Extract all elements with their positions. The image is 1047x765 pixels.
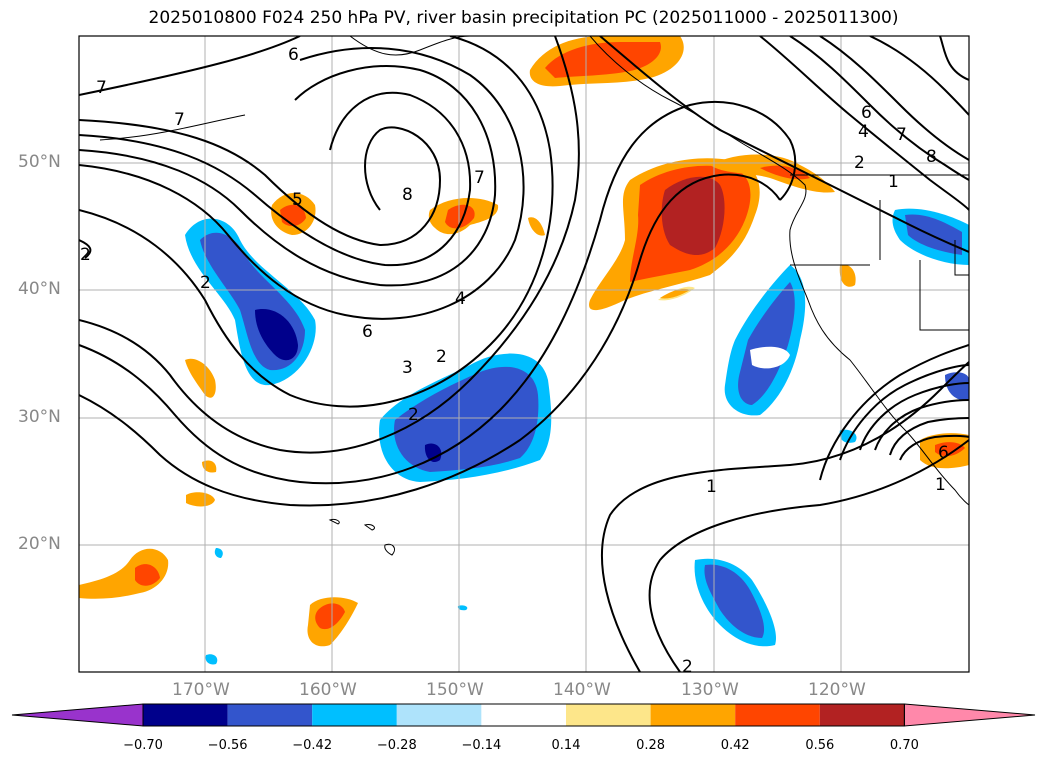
lon-label: 150°W (426, 680, 484, 700)
colorbar-tick-label: −0.42 (292, 738, 333, 753)
colorbar-segment (650, 704, 736, 726)
colorbar-segment (396, 704, 482, 726)
lat-label: 40°N (18, 279, 61, 299)
colorbar-segment (735, 704, 820, 726)
colorbar-tick-label: 0.56 (805, 738, 835, 753)
lat-label: 30°N (18, 407, 61, 427)
contour-label: 5 (292, 190, 303, 210)
contour-label: 2 (80, 245, 91, 265)
colorbar-tick-label: 0.28 (636, 738, 666, 753)
contour-label: 2 (682, 657, 693, 677)
contour-label: 2 (854, 153, 865, 173)
colorbar-tick-label: −0.70 (123, 738, 163, 753)
contour-label: 1 (888, 172, 899, 192)
contour-label: 7 (174, 110, 185, 130)
lat-label: 20°N (18, 534, 61, 554)
contour-labels: 6 7 7 8 7 6 4 2 3 2 1 1 2 5 6 8 7 6 4 2 … (80, 45, 949, 677)
colorbar-segment (819, 704, 905, 726)
colorbar-segment (481, 704, 566, 726)
colorbar-extend-high (903, 703, 1036, 727)
contour-label: 6 (938, 443, 949, 463)
colorbar-tick-label: 0.42 (720, 738, 750, 753)
lon-label: 160°W (299, 680, 357, 700)
lon-label: 140°W (553, 680, 611, 700)
contour-label: 3 (402, 358, 413, 378)
contour-label: 6 (861, 103, 872, 123)
contour-label: 7 (96, 78, 107, 98)
colorbar-extend-low (11, 703, 144, 727)
contour-label: 8 (402, 185, 413, 205)
contour-label: 2 (200, 273, 211, 293)
lon-label: 120°W (808, 680, 866, 700)
contour-label: 7 (896, 125, 907, 145)
precip-shading (79, 36, 969, 665)
colorbar-segment (227, 704, 313, 726)
colorbar-segment (312, 704, 397, 726)
gridlines (79, 36, 969, 672)
colorbar-tick-label: 0.70 (889, 738, 919, 753)
contour-label: 1 (706, 477, 717, 497)
colorbar-tick-label: −0.28 (376, 738, 417, 753)
colorbar-segment (566, 704, 651, 726)
map-title: 2025010800 F024 250 hPa PV, river basin … (148, 8, 899, 28)
colorbar-tick-label: 0.14 (551, 738, 581, 753)
contour-label: 6 (288, 45, 299, 65)
contour-label: 4 (455, 289, 466, 309)
contour-label: 2 (436, 347, 447, 367)
contour-label: 8 (926, 147, 937, 167)
contour-label: 6 (362, 322, 373, 342)
lat-label: 50°N (18, 152, 61, 172)
colorbar-segment (143, 704, 228, 726)
colorbar-tick-label: −0.56 (207, 738, 248, 753)
colorbar-tick-label: −0.14 (461, 738, 502, 753)
pv-contours (79, 36, 969, 672)
contour-label: 2 (408, 405, 419, 425)
contour-label: 4 (858, 122, 869, 142)
lon-label: 170°W (172, 680, 230, 700)
contour-label: 7 (474, 168, 485, 188)
lon-label: 130°W (681, 680, 739, 700)
contour-label: 1 (935, 475, 946, 495)
